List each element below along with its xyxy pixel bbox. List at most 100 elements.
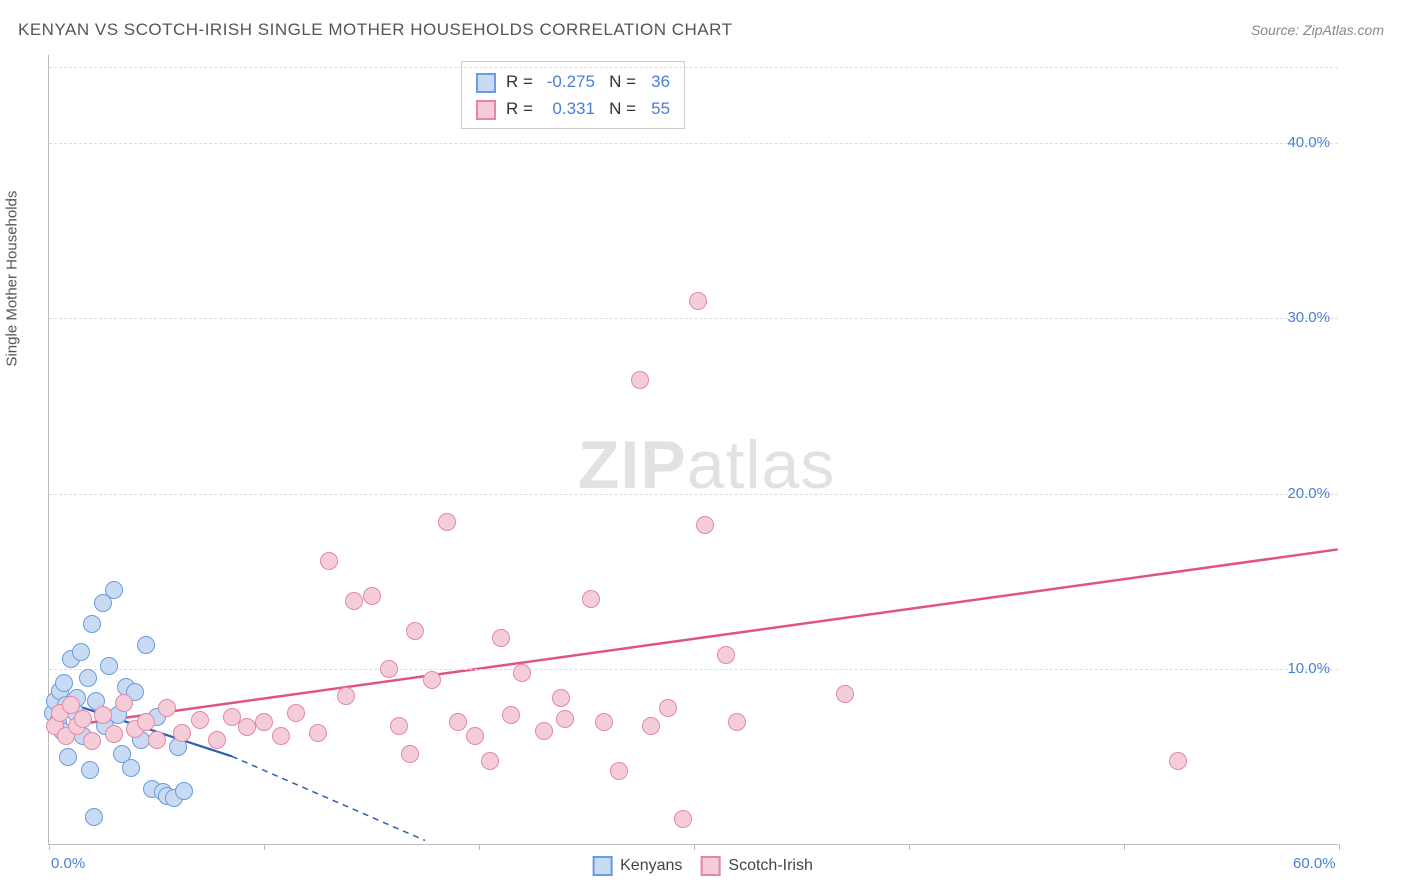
- x-tick: [1124, 844, 1125, 850]
- scatter-point: [401, 745, 419, 763]
- scatter-point: [85, 808, 103, 826]
- scatter-point: [836, 685, 854, 703]
- source-label: Source: ZipAtlas.com: [1251, 22, 1384, 38]
- scatter-point: [137, 713, 155, 731]
- x-tick-label: 0.0%: [51, 855, 85, 872]
- scatter-point: [74, 710, 92, 728]
- watermark-atlas: atlas: [687, 427, 836, 503]
- scatter-point: [610, 762, 628, 780]
- scatter-point: [105, 725, 123, 743]
- scatter-point: [466, 727, 484, 745]
- scatter-point: [631, 371, 649, 389]
- scatter-point: [502, 706, 520, 724]
- scatter-point: [173, 724, 191, 742]
- scatter-point: [363, 587, 381, 605]
- scatter-point: [158, 699, 176, 717]
- y-axis-label: Single Mother Households: [4, 191, 21, 367]
- scatter-point: [272, 727, 290, 745]
- legend-label: Scotch-Irish: [728, 857, 812, 874]
- scatter-point: [535, 722, 553, 740]
- scatter-point: [83, 615, 101, 633]
- x-tick: [694, 844, 695, 850]
- x-tick: [1339, 844, 1340, 850]
- stats-box: R =-0.275 N =36R =0.331 N =55: [461, 61, 685, 129]
- gridline: [49, 494, 1338, 495]
- scatter-point: [689, 292, 707, 310]
- scatter-point: [320, 552, 338, 570]
- stat-n-label: N =: [609, 99, 636, 118]
- stats-row: R =-0.275 N =36: [476, 68, 670, 95]
- gridline: [49, 67, 1338, 68]
- scatter-point: [105, 581, 123, 599]
- gridline: [49, 669, 1338, 670]
- scatter-point: [208, 731, 226, 749]
- scatter-point: [148, 731, 166, 749]
- scatter-point: [100, 657, 118, 675]
- scatter-point: [438, 513, 456, 531]
- scatter-point: [59, 748, 77, 766]
- stat-n-value: 55: [640, 95, 670, 122]
- scatter-point: [717, 646, 735, 664]
- scatter-point: [337, 687, 355, 705]
- legend-swatch: [592, 856, 612, 876]
- scatter-point: [81, 761, 99, 779]
- scatter-point: [55, 674, 73, 692]
- scatter-point: [238, 718, 256, 736]
- stats-row: R =0.331 N =55: [476, 95, 670, 122]
- y-tick-label: 10.0%: [1287, 660, 1330, 677]
- scatter-point: [659, 699, 677, 717]
- scatter-point: [72, 643, 90, 661]
- stat-n-label: N =: [609, 72, 636, 91]
- x-tick: [264, 844, 265, 850]
- stat-r-label: R =: [506, 99, 533, 118]
- scatter-point: [1169, 752, 1187, 770]
- gridline: [49, 318, 1338, 319]
- scatter-point: [122, 759, 140, 777]
- scatter-point: [345, 592, 363, 610]
- scatter-point: [556, 710, 574, 728]
- scatter-point: [595, 713, 613, 731]
- scatter-point: [492, 629, 510, 647]
- y-tick-label: 30.0%: [1287, 309, 1330, 326]
- y-tick-label: 20.0%: [1287, 485, 1330, 502]
- legend-swatch: [476, 100, 496, 120]
- scatter-point: [94, 706, 112, 724]
- scatter-point: [674, 810, 692, 828]
- scatter-point: [552, 689, 570, 707]
- chart-title: KENYAN VS SCOTCH-IRISH SINGLE MOTHER HOU…: [18, 20, 732, 40]
- stat-r-label: R =: [506, 72, 533, 91]
- stat-r-value: 0.331: [537, 95, 595, 122]
- y-tick-label: 40.0%: [1287, 134, 1330, 151]
- scatter-point: [642, 717, 660, 735]
- scatter-point: [406, 622, 424, 640]
- scatter-point: [582, 590, 600, 608]
- x-tick: [49, 844, 50, 850]
- scatter-point: [696, 516, 714, 534]
- watermark: ZIPatlas: [578, 426, 835, 504]
- watermark-zip: ZIP: [578, 427, 687, 503]
- legend-bottom: Kenyans Scotch-Irish: [574, 856, 813, 876]
- scatter-point: [481, 752, 499, 770]
- scatter-point: [175, 782, 193, 800]
- scatter-point: [115, 694, 133, 712]
- x-tick-label: 60.0%: [1293, 855, 1336, 872]
- x-tick: [909, 844, 910, 850]
- scatter-point: [380, 660, 398, 678]
- gridline: [49, 143, 1338, 144]
- scatter-point: [83, 732, 101, 750]
- scatter-point: [728, 713, 746, 731]
- scatter-point: [191, 711, 209, 729]
- scatter-point: [513, 664, 531, 682]
- scatter-point: [79, 669, 97, 687]
- scatter-point: [390, 717, 408, 735]
- x-tick: [479, 844, 480, 850]
- scatter-point: [255, 713, 273, 731]
- scatter-point: [137, 636, 155, 654]
- scatter-point: [287, 704, 305, 722]
- scatter-point: [423, 671, 441, 689]
- plot-area: ZIPatlas R =-0.275 N =36R =0.331 N =55 K…: [48, 55, 1338, 845]
- scatter-point: [309, 724, 327, 742]
- stat-r-value: -0.275: [537, 68, 595, 95]
- legend-label: Kenyans: [620, 857, 682, 874]
- legend-swatch: [476, 73, 496, 93]
